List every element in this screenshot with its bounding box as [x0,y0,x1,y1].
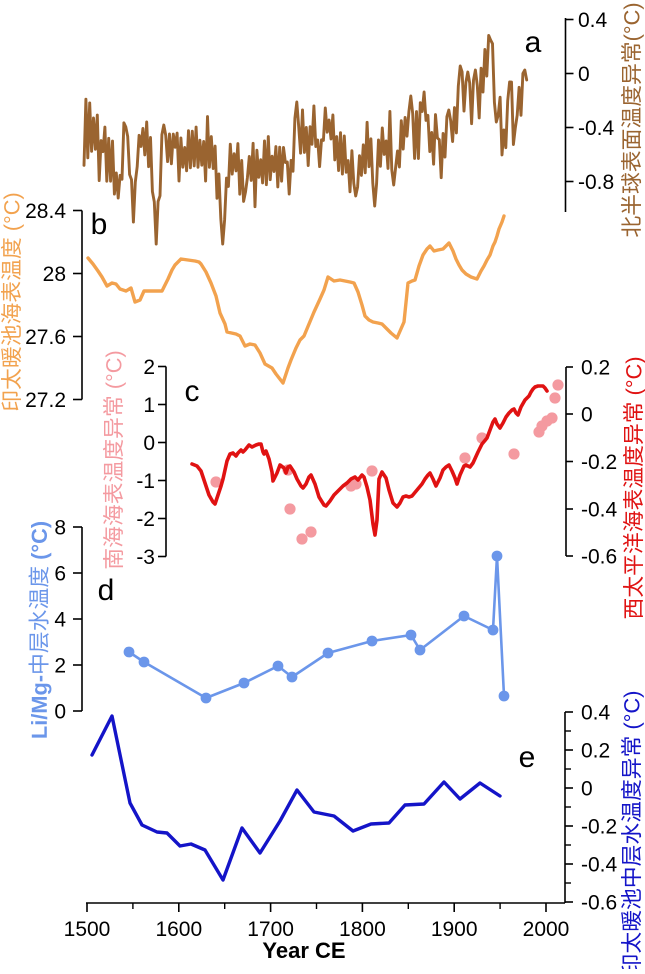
svg-text:e: e [519,741,536,774]
svg-text:-0.2: -0.2 [581,816,617,839]
svg-text:1500: 1500 [64,918,111,941]
svg-text:-0.8: -0.8 [578,171,614,194]
svg-text:0.4: 0.4 [578,9,608,32]
svg-text:0: 0 [578,63,590,86]
svg-text:6: 6 [54,563,66,586]
svg-text:-0.6: -0.6 [581,546,617,569]
svg-text:0: 0 [581,404,593,427]
svg-text:28: 28 [43,263,66,286]
svg-text:2: 2 [54,655,66,678]
svg-text:2: 2 [143,356,155,379]
svg-text:-0.2: -0.2 [581,451,617,474]
svg-text:1900: 1900 [431,918,478,941]
svg-text:0: 0 [581,778,593,801]
svg-text:1600: 1600 [155,918,202,941]
svg-text:d: d [98,574,115,607]
svg-text:-0.4: -0.4 [581,499,618,522]
svg-text:-2: -2 [136,508,155,531]
svg-text:0.2: 0.2 [581,357,610,380]
svg-text:0: 0 [143,432,155,455]
svg-text:b: b [91,208,108,241]
svg-text:8: 8 [54,517,66,540]
svg-text:28.4: 28.4 [25,200,66,223]
svg-text:27.6: 27.6 [25,326,66,349]
svg-text:-3: -3 [136,546,155,569]
svg-text:-0.4: -0.4 [581,854,618,877]
svg-text:1: 1 [143,394,155,417]
svg-text:c: c [185,375,200,408]
svg-text:0.4: 0.4 [581,702,611,725]
svg-text:0.2: 0.2 [581,740,610,763]
svg-text:-1: -1 [136,470,155,493]
svg-text:Year CE: Year CE [262,938,345,963]
svg-text:2000: 2000 [523,918,570,941]
svg-text:27.2: 27.2 [25,389,66,412]
svg-text:a: a [525,26,542,59]
svg-text:4: 4 [54,609,66,632]
svg-text:-0.4: -0.4 [578,117,615,140]
svg-text:1800: 1800 [339,918,386,941]
svg-text:-0.6: -0.6 [581,892,617,915]
svg-text:1700: 1700 [247,918,294,941]
svg-text:0: 0 [54,701,66,724]
